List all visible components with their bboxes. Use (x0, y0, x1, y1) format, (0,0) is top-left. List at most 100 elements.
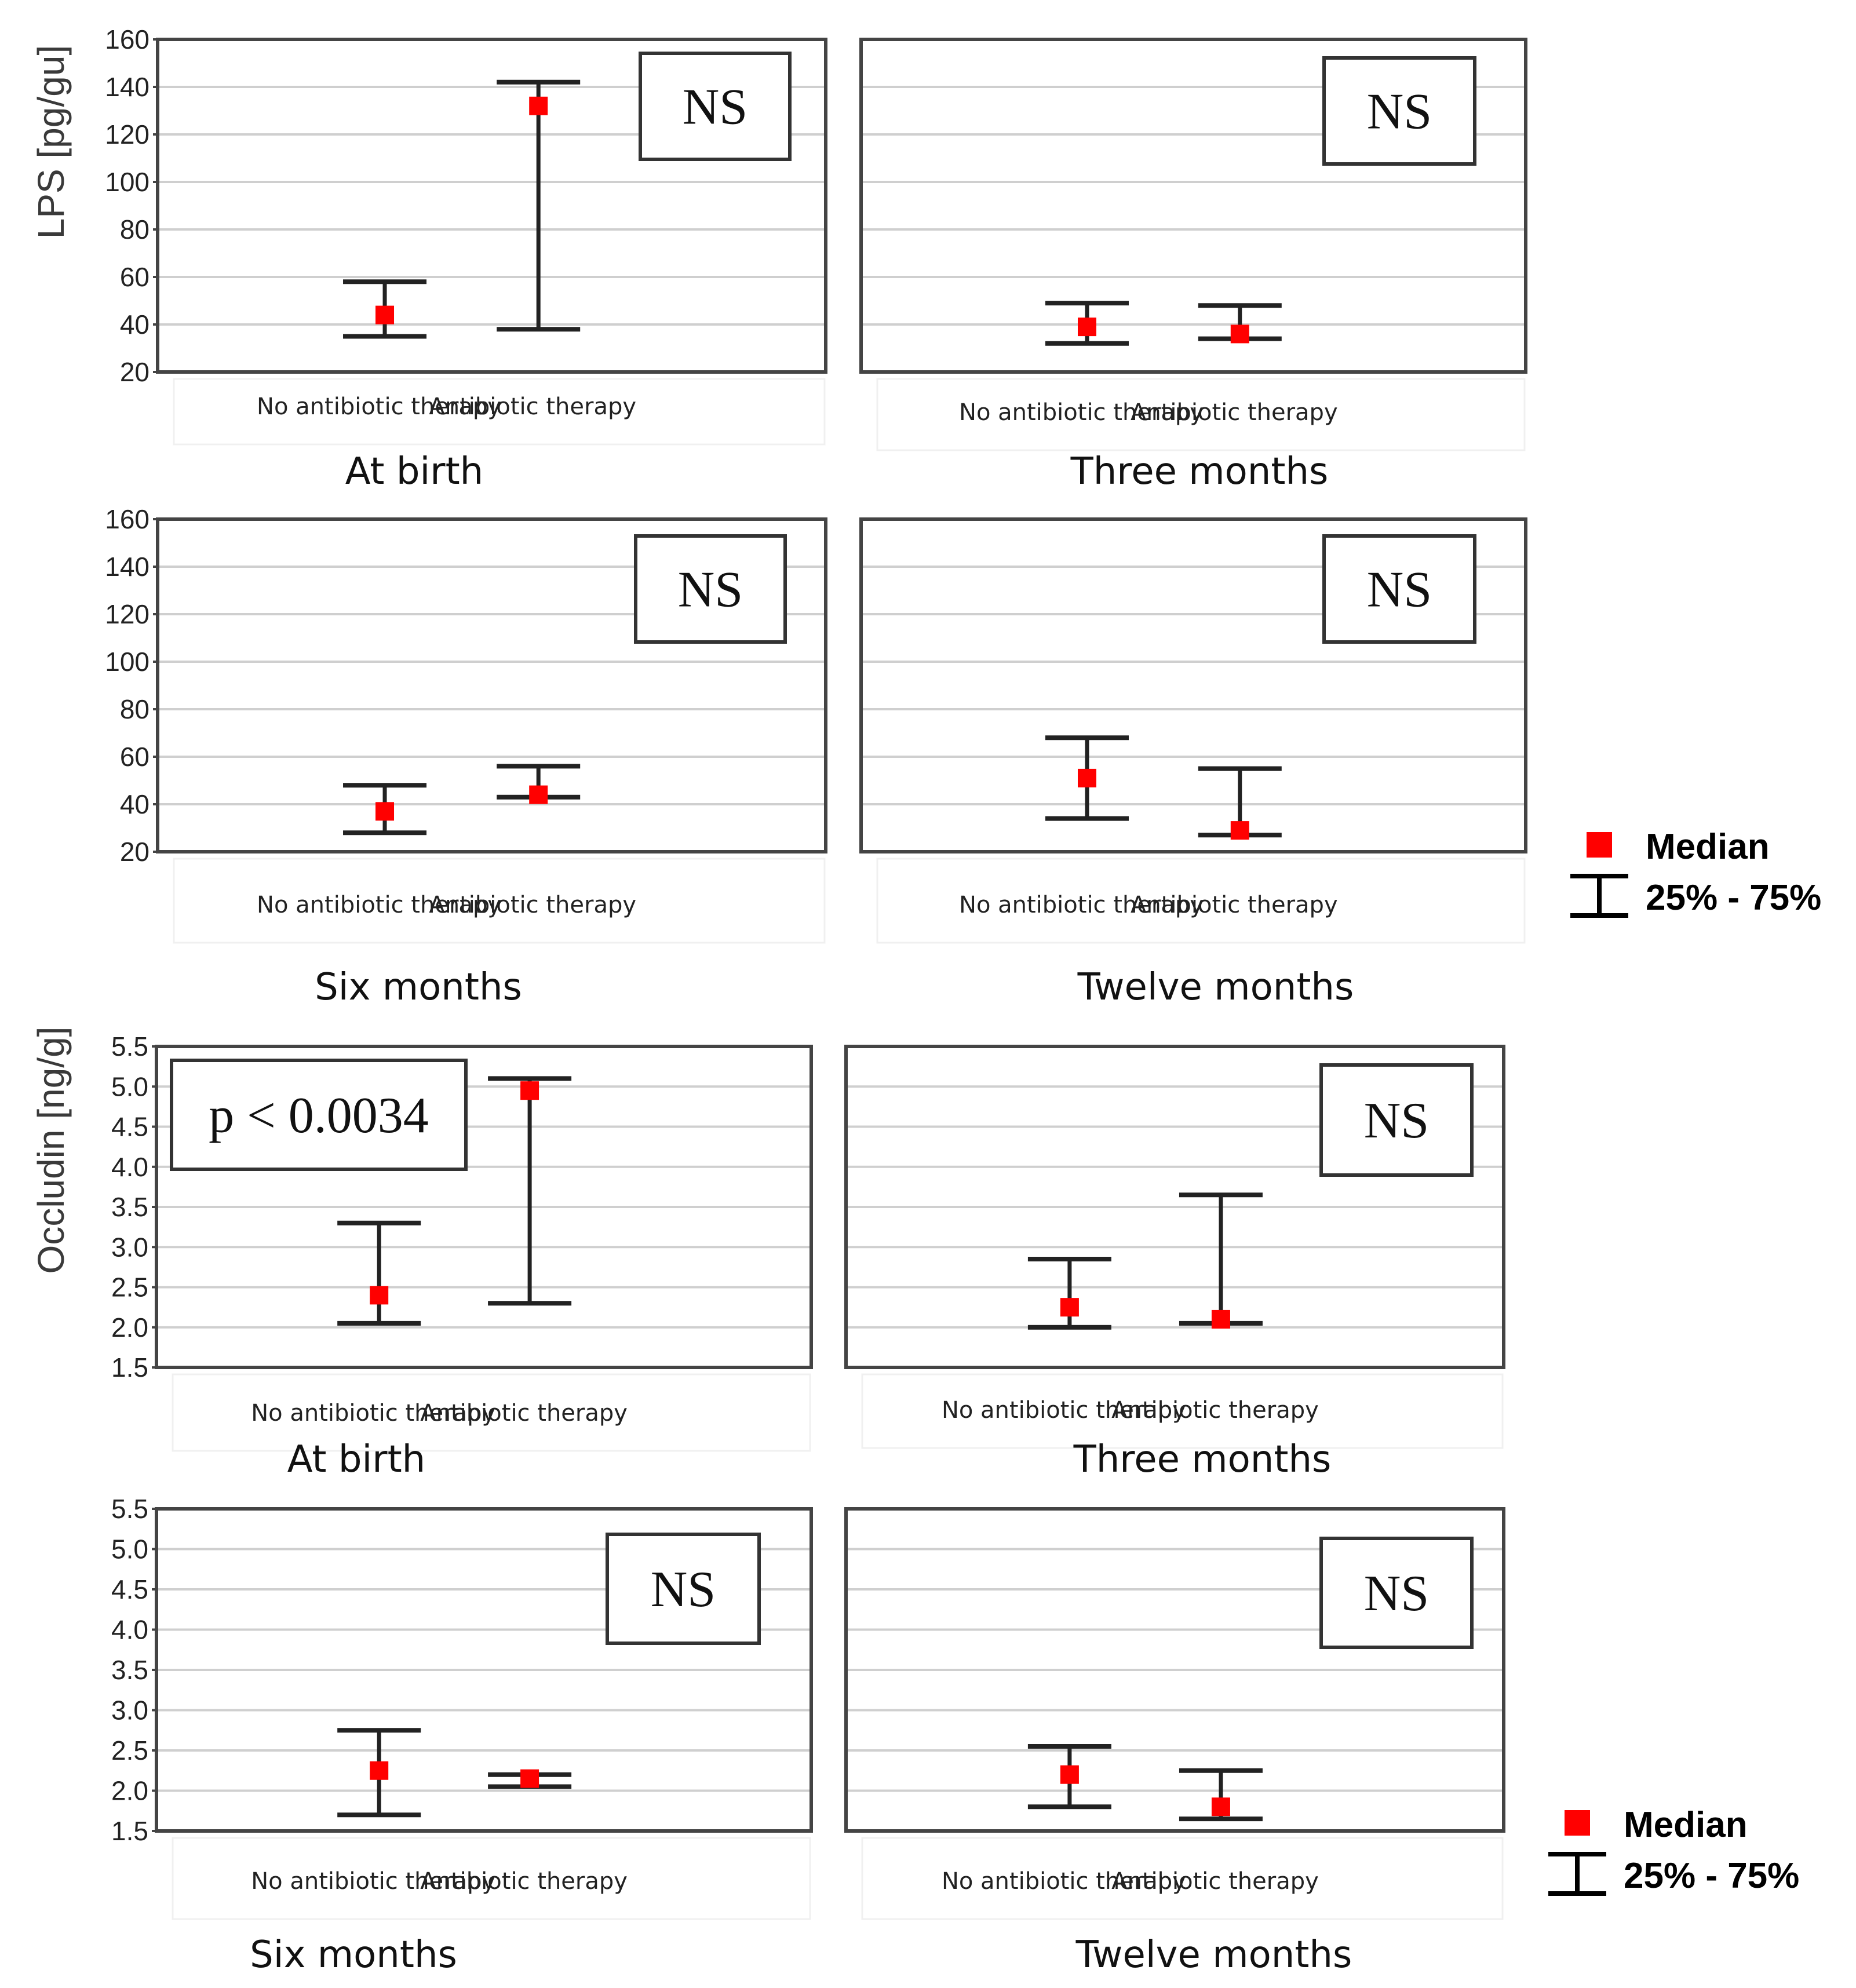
panel-title: At birth (287, 1438, 425, 1481)
panel-title: Twelve months (1075, 1934, 1352, 1976)
significance-annotation: NS (651, 1562, 716, 1618)
legend-median-label: Median (1624, 1805, 1748, 1845)
median-marker (370, 1286, 389, 1305)
y-tick-label: 80 (120, 694, 149, 724)
annotation-box (1322, 56, 1476, 166)
x-category-label: No antibiotic therapy (251, 1868, 495, 1895)
annotation-box (639, 52, 792, 161)
y-tick-label: 120 (105, 119, 149, 149)
significance-annotation: NS (1364, 1093, 1430, 1149)
panel-title: Three months (1070, 450, 1329, 493)
median-marker (1211, 1797, 1230, 1816)
annotation-box (634, 534, 787, 644)
annotation-box (606, 1533, 761, 1645)
annotation-box (1322, 534, 1476, 644)
y-tick-label: 140 (105, 552, 149, 582)
y-tick-label: 4.0 (111, 1615, 148, 1645)
legend: Median 25% - 75% (1570, 827, 1821, 918)
median-marker (1077, 768, 1096, 787)
y-tick-label: 2.0 (111, 1776, 148, 1806)
annotation-box (1319, 1063, 1474, 1177)
median-marker (370, 1761, 389, 1780)
y-tick-label: 40 (120, 309, 149, 340)
median-marker (375, 305, 395, 324)
x-category-label: Antibiotic therapy (1111, 1868, 1319, 1895)
significance-annotation: NS (1367, 84, 1432, 140)
panel-title: Six months (250, 1934, 457, 1976)
significance-annotation: NS (1364, 1566, 1430, 1622)
significance-annotation: NS (1367, 562, 1432, 618)
median-marker (520, 1769, 539, 1788)
y-tick-label: 4.0 (111, 1152, 148, 1182)
category-band (173, 378, 826, 446)
y-tick-label: 4.5 (111, 1574, 148, 1604)
y-tick-label: 100 (105, 167, 149, 197)
median-marker (1230, 324, 1249, 344)
y-tick-label: 160 (105, 24, 149, 54)
y-tick-label: 100 (105, 647, 149, 677)
y-tick-label: 3.5 (111, 1192, 148, 1222)
x-category-label: No antibiotic therapy (251, 1400, 495, 1427)
significance-annotation: NS (683, 79, 748, 136)
y-tick-label: 1.5 (111, 1352, 148, 1383)
median-marker (1060, 1765, 1079, 1784)
y-tick-label: 3.0 (111, 1232, 148, 1262)
category-band (876, 378, 1526, 451)
median-marker (375, 802, 395, 821)
y-tick-label: 40 (120, 789, 149, 819)
category-band (876, 858, 1526, 944)
category-band (172, 1373, 811, 1452)
legend-median-swatch (1565, 1810, 1590, 1836)
significance-annotation: p < 0.0034 (209, 1088, 429, 1144)
median-marker (1211, 1309, 1230, 1329)
legend-range-label: 25% - 75% (1646, 878, 1821, 918)
median-marker (529, 785, 548, 804)
median-marker (529, 96, 548, 115)
annotation-box (170, 1059, 468, 1171)
y-tick-label: 60 (120, 262, 149, 292)
panel-lps-at-birth: 20 40 60 80 100 120 140 160 LPS [pg/gu] No antibi… (30, 24, 827, 493)
y-tick-label: 120 (105, 599, 149, 629)
median-marker (1230, 821, 1249, 840)
legend-median-swatch (1587, 832, 1612, 858)
annotation-box (1319, 1537, 1474, 1649)
plot-frame (156, 517, 827, 853)
x-category-label: No antibiotic therapy (959, 399, 1204, 426)
y-tick-label: 5.0 (111, 1071, 148, 1101)
panel-occludin-at-birth: 1.5 2.0 2.5 3.0 3.5 4.0 4.5 5.0 5.5 Occludin [ng/… (30, 1027, 813, 1481)
x-category-label: No antibiotic therapy (942, 1397, 1186, 1424)
y-tick-label: 4.5 (111, 1112, 148, 1142)
panel-title: Twelve months (1077, 966, 1354, 1009)
x-category-label: No antibiotic therapy (942, 1868, 1186, 1895)
x-category-label: Antibiotic therapy (1131, 399, 1338, 426)
category-band (861, 1373, 1504, 1449)
y-axis-label: LPS [pg/gu] (30, 45, 72, 239)
plot-frame (859, 38, 1527, 374)
category-band (173, 858, 826, 944)
legend-range-label: 25% - 75% (1624, 1856, 1799, 1896)
x-category-label: Antibiotic therapy (1131, 892, 1338, 918)
significance-annotation: NS (678, 562, 743, 618)
panel-title: Three months (1073, 1438, 1332, 1481)
y-tick-label: 60 (120, 742, 149, 772)
panel-title: At birth (345, 450, 483, 493)
panel-title: Six months (315, 966, 522, 1009)
legend-median-label: Median (1646, 827, 1770, 867)
plot-frame (859, 517, 1527, 853)
y-tick-label: 140 (105, 72, 149, 102)
y-tick-label: 20 (120, 357, 149, 387)
plot-frame (844, 1507, 1505, 1833)
legend: Median 25% - 75% (1548, 1805, 1799, 1896)
median-marker (1077, 318, 1096, 337)
x-category-label: Antibiotic therapy (1111, 1397, 1319, 1424)
x-category-label: No antibiotic therapy (959, 892, 1204, 918)
median-marker (520, 1081, 539, 1100)
y-tick-label: 3.0 (111, 1695, 148, 1726)
y-tick-label: 20 (120, 837, 149, 867)
x-category-label: Antibiotic therapy (429, 393, 636, 420)
category-band (861, 1837, 1504, 1920)
